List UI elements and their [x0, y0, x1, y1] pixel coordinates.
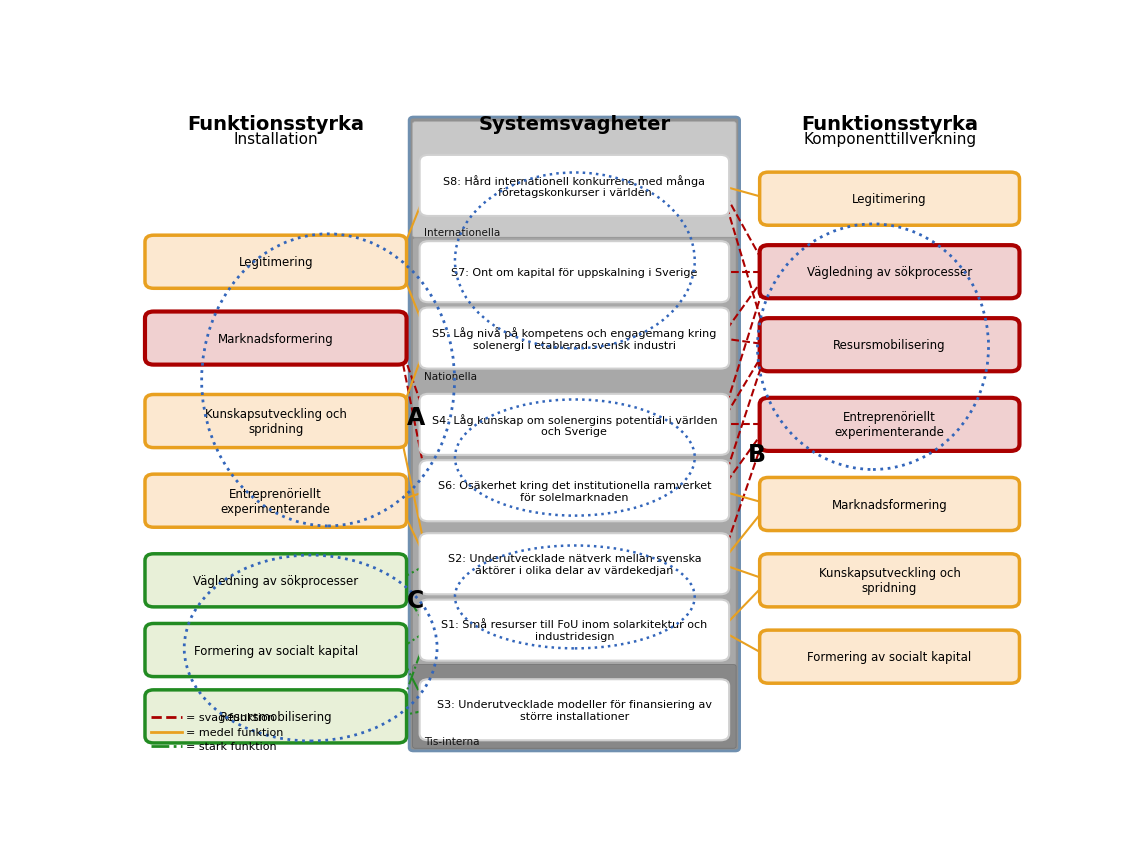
FancyBboxPatch shape [145, 623, 406, 677]
FancyBboxPatch shape [759, 478, 1019, 531]
Text: Funktionsstyrka: Funktionsstyrka [187, 115, 364, 134]
FancyBboxPatch shape [145, 236, 406, 289]
Text: Entreprenöriellt
experimenterande: Entreprenöriellt experimenterande [835, 411, 945, 439]
Text: Funktionsstyrka: Funktionsstyrka [801, 115, 978, 134]
FancyBboxPatch shape [145, 313, 406, 365]
FancyBboxPatch shape [759, 173, 1019, 226]
FancyBboxPatch shape [420, 308, 729, 369]
Text: Kunskapsutveckling och
spridning: Kunskapsutveckling och spridning [819, 567, 961, 595]
FancyBboxPatch shape [410, 118, 739, 751]
FancyBboxPatch shape [420, 534, 729, 595]
Text: Kunskapsutveckling och
spridning: Kunskapsutveckling och spridning [205, 407, 346, 436]
Text: S1: Små resurser till FoU inom solarkitektur och
industridesign: S1: Små resurser till FoU inom solarkite… [441, 620, 708, 641]
Text: Legitimering: Legitimering [853, 193, 927, 206]
Text: S5: Låg nivå på kompetens och engagemang kring
solenergi i etablerad svensk indu: S5: Låg nivå på kompetens och engagemang… [432, 327, 717, 350]
Text: A: A [406, 406, 425, 430]
Text: S6: Osäkerhet kring det institutionella ramverket
för solelmarknaden: S6: Osäkerhet kring det institutionella … [438, 480, 711, 502]
Text: Resursmobilisering: Resursmobilisering [834, 339, 946, 352]
Text: S2: Underutvecklade nätverk mellan svenska
aktörer i olika delar av värdekedjan: S2: Underutvecklade nätverk mellan svens… [448, 554, 701, 575]
FancyBboxPatch shape [759, 554, 1019, 607]
Text: Formering av socialt kapital: Formering av socialt kapital [193, 644, 358, 657]
FancyBboxPatch shape [420, 242, 729, 303]
FancyBboxPatch shape [413, 122, 736, 238]
FancyBboxPatch shape [145, 395, 406, 448]
Text: Vägledning av sökprocesser: Vägledning av sökprocesser [193, 574, 359, 587]
FancyBboxPatch shape [420, 156, 729, 217]
Text: S3: Underutvecklade modeller för finansiering av
större installationer: S3: Underutvecklade modeller för finansi… [436, 699, 712, 721]
FancyBboxPatch shape [413, 665, 736, 748]
Text: S8: Hård internationell konkurrens med många
företagskonkurser i världen: S8: Hård internationell konkurrens med m… [443, 175, 705, 198]
Text: Marknadsformering: Marknadsformering [218, 332, 334, 345]
FancyBboxPatch shape [145, 690, 406, 743]
FancyBboxPatch shape [420, 461, 729, 522]
Text: Vägledning av sökprocesser: Vägledning av sökprocesser [807, 266, 972, 279]
Text: S7: Ont om kapital för uppskalning i Sverige: S7: Ont om kapital för uppskalning i Sve… [451, 268, 698, 277]
Text: Komponenttillverkning: Komponenttillverkning [803, 133, 976, 147]
Text: Tis-interna: Tis-interna [424, 736, 479, 746]
Text: Systemsvagheter: Systemsvagheter [478, 115, 670, 134]
FancyBboxPatch shape [759, 630, 1019, 684]
FancyBboxPatch shape [420, 600, 729, 661]
Text: Entreprenöriellt
experimenterande: Entreprenöriellt experimenterande [220, 487, 331, 515]
FancyBboxPatch shape [759, 246, 1019, 299]
FancyBboxPatch shape [420, 394, 729, 455]
Text: Installation: Installation [234, 133, 318, 147]
Text: Marknadsformering: Marknadsformering [831, 498, 947, 511]
Text: B: B [747, 443, 765, 467]
Text: = medel funktion: = medel funktion [186, 727, 284, 737]
FancyBboxPatch shape [420, 679, 729, 740]
Text: Formering av socialt kapital: Formering av socialt kapital [808, 650, 972, 663]
Text: = stark funktion: = stark funktion [186, 741, 277, 752]
Text: Legitimering: Legitimering [238, 256, 313, 269]
FancyBboxPatch shape [759, 319, 1019, 372]
FancyBboxPatch shape [145, 554, 406, 607]
Text: Nationella: Nationella [424, 372, 477, 381]
Text: Resursmobilisering: Resursmobilisering [219, 710, 332, 723]
FancyBboxPatch shape [759, 399, 1019, 451]
FancyBboxPatch shape [413, 238, 736, 666]
Text: C: C [406, 588, 424, 612]
Text: Internationella: Internationella [424, 228, 501, 238]
FancyBboxPatch shape [145, 474, 406, 528]
Text: S4: Låg kunskap om solenergins potential i världen
och Sverige: S4: Låg kunskap om solenergins potential… [432, 413, 718, 437]
Text: = svag funktion: = svag funktion [186, 712, 274, 722]
